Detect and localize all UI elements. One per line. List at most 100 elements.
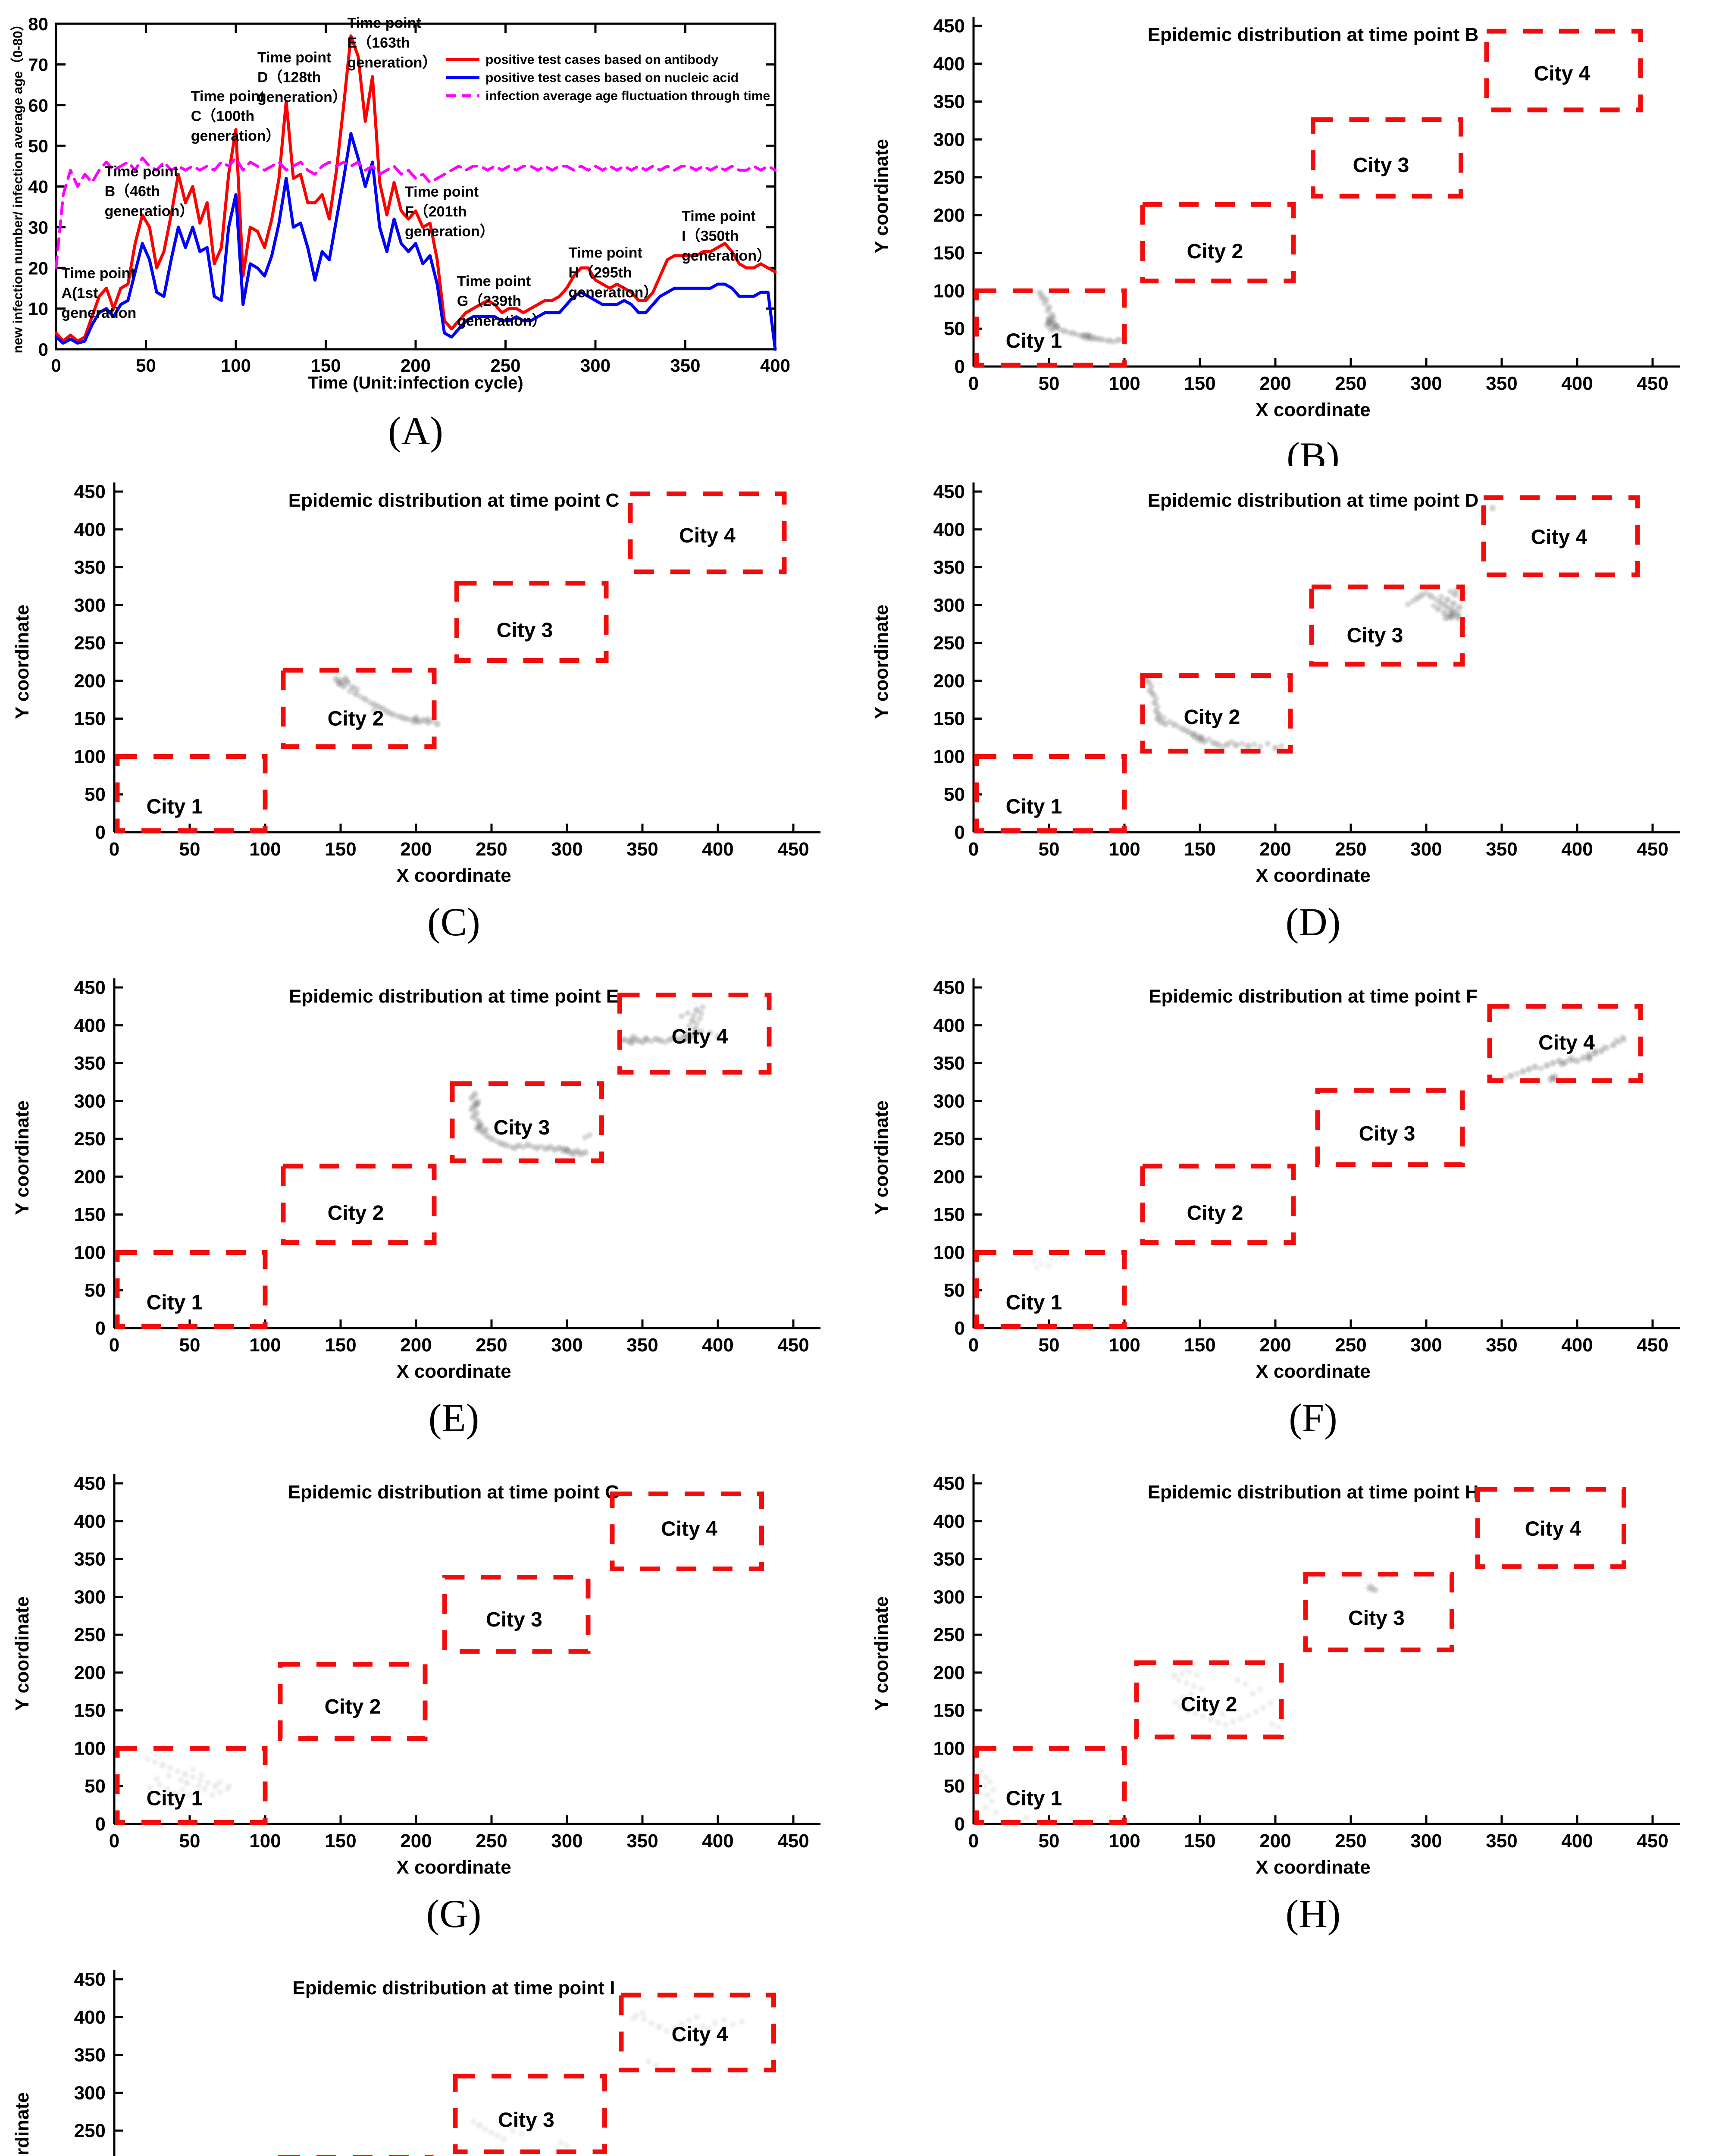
scatter-point xyxy=(1442,614,1450,622)
svg-text:450: 450 xyxy=(777,1830,809,1852)
tick-labels: 0 50 100 150 200 250 300 350 400 450 0 50 100 150 200 2… xyxy=(933,977,1669,1356)
scatter-point xyxy=(683,1034,692,1044)
scatter-point xyxy=(1443,596,1451,604)
scatter-point xyxy=(1242,1680,1249,1688)
axes xyxy=(972,978,1680,1329)
tick-labels: 0 50 100 150 200 250 300 350 400 450 0 50 100 150 200 2… xyxy=(933,16,1669,394)
svg-text:450: 450 xyxy=(777,839,809,860)
scatter-point xyxy=(1597,1047,1605,1055)
scatter-point xyxy=(1543,1061,1551,1069)
svg-text:50: 50 xyxy=(944,1280,965,1301)
svg-text:350: 350 xyxy=(1486,1830,1517,1852)
series-line xyxy=(54,132,777,351)
tick-labels: 0 50 100 150 200 250 300 350 400 450 0 50 100 150 200 2… xyxy=(74,481,809,860)
svg-text:150: 150 xyxy=(933,1204,965,1225)
scatter-point xyxy=(388,710,396,718)
svg-text:200: 200 xyxy=(1259,373,1291,394)
svg-text:200: 200 xyxy=(933,1166,965,1188)
city-label: City 2 xyxy=(1187,240,1243,263)
svg-text:200: 200 xyxy=(401,355,431,376)
svg-text:0: 0 xyxy=(51,355,61,376)
scatter-point xyxy=(370,700,378,708)
scatter-plot-G: 0 50 100 150 200 250 300 350 400 450 0 50 100 150 200 2… xyxy=(74,1473,820,1852)
scatter-point xyxy=(1550,1072,1559,1082)
plot-title: Epidemic distribution at time point G xyxy=(288,1482,620,1503)
svg-text:250: 250 xyxy=(476,1335,507,1356)
city-box xyxy=(281,667,437,749)
plot-title: Epidemic distribution at time point B xyxy=(1147,24,1479,45)
scatter-point xyxy=(225,1783,232,1790)
scatter-point xyxy=(1519,1067,1527,1075)
scatter-point xyxy=(471,1090,479,1098)
scatter-point xyxy=(1451,590,1459,599)
svg-text:60: 60 xyxy=(28,95,48,116)
scatter-point xyxy=(1045,304,1053,312)
city-label: City 4 xyxy=(1525,1517,1581,1540)
scatter-point xyxy=(1585,1055,1593,1062)
svg-text:350: 350 xyxy=(74,557,106,578)
tick-labels: 0 50 100 150 200 250 300 350 400 450 0 50 100 150 200 2… xyxy=(933,1473,1669,1852)
scatter-point xyxy=(1199,1713,1206,1720)
scatter-point xyxy=(1438,593,1445,600)
scatter-point xyxy=(1549,1059,1557,1067)
svg-text:350: 350 xyxy=(933,91,965,113)
city-regions: City 1 City 2 City 3 City 4 xyxy=(115,491,787,833)
svg-text:350: 350 xyxy=(74,1549,106,1570)
svg-text:50: 50 xyxy=(179,839,200,860)
scatter-point xyxy=(1205,736,1212,743)
svg-text:400: 400 xyxy=(74,1015,106,1036)
svg-text:50: 50 xyxy=(85,1776,106,1797)
panel-caption: (A) xyxy=(388,409,443,453)
scatter-point xyxy=(1142,674,1149,683)
scatter-point xyxy=(982,1774,989,1781)
scatter-point xyxy=(581,1148,589,1156)
svg-text:100: 100 xyxy=(249,839,281,860)
city-label: City 1 xyxy=(1006,1787,1062,1810)
city-box xyxy=(115,1250,268,1329)
svg-text:300: 300 xyxy=(551,1830,582,1852)
scatter-point xyxy=(693,1006,701,1014)
x-axis-label: X coordinate xyxy=(1256,1361,1371,1382)
panel-I: Epidemic distribution at time point I 05… xyxy=(0,1953,859,2156)
scatter-point xyxy=(178,1786,186,1793)
scatter-point xyxy=(1579,1054,1587,1062)
scatter-point xyxy=(663,2027,670,2034)
scatter-point xyxy=(520,1144,527,1151)
scatter-point xyxy=(1023,1814,1030,1821)
city-label: City 4 xyxy=(1531,526,1587,548)
svg-text:350: 350 xyxy=(74,2045,106,2066)
scatter-points xyxy=(470,2010,745,2150)
scatter-point xyxy=(1190,1683,1197,1690)
scatter-point xyxy=(1052,322,1061,330)
scatter-point xyxy=(655,2023,663,2031)
scatter-point xyxy=(982,1804,989,1811)
scatter-point xyxy=(354,686,361,693)
scatter-point xyxy=(349,683,357,692)
scatter-point xyxy=(576,1150,585,1158)
scatter-point xyxy=(1434,605,1442,613)
scatter-point xyxy=(739,2018,745,2025)
scatter-point xyxy=(163,1786,171,1793)
scatter-point xyxy=(425,715,432,722)
scatter-point xyxy=(335,680,343,688)
scatter-point xyxy=(483,1132,491,1140)
panel-G: Epidemic distribution at time point G 0 5… xyxy=(0,1457,859,1953)
city-label: City 1 xyxy=(147,795,203,818)
scatter-point xyxy=(1450,599,1457,608)
scatter-point xyxy=(374,702,382,711)
city-box xyxy=(454,580,609,663)
svg-text:450: 450 xyxy=(1637,839,1668,860)
svg-text:0: 0 xyxy=(95,822,106,843)
svg-text:50: 50 xyxy=(1039,373,1060,394)
city-box xyxy=(628,491,787,574)
svg-text:400: 400 xyxy=(1561,1335,1593,1356)
scatter-point xyxy=(482,1126,489,1134)
scatter-point xyxy=(1157,718,1165,726)
scatter-point xyxy=(688,1032,696,1040)
scatter-point xyxy=(678,1012,685,1020)
scatter-point xyxy=(1190,731,1200,741)
scatter-point xyxy=(648,1037,655,1045)
svg-text:300: 300 xyxy=(933,595,965,616)
scatter-point xyxy=(1260,1704,1267,1711)
scatter-point xyxy=(1105,337,1113,345)
